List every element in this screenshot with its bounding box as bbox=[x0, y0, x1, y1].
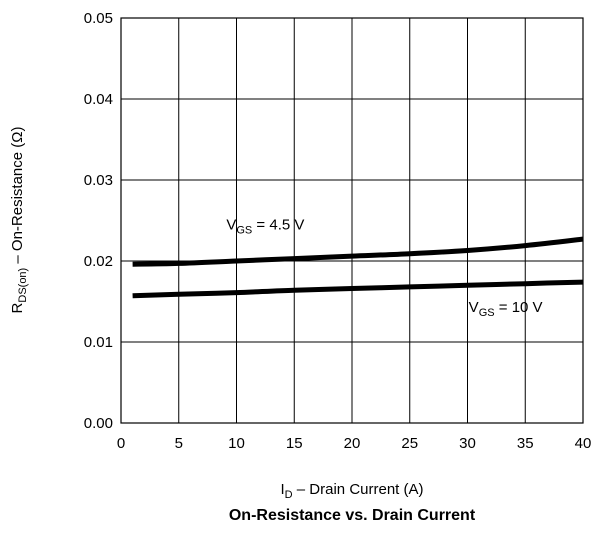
x-tick-label: 10 bbox=[228, 435, 245, 452]
plot-frame bbox=[120, 17, 584, 424]
x-axis-title-rest: – Drain Current (A) bbox=[293, 481, 424, 498]
x-tick-label: 20 bbox=[344, 435, 361, 452]
x-tick-label: 15 bbox=[286, 435, 303, 452]
y-tick-label: 0.04 bbox=[84, 91, 113, 108]
series-annotation-2: VGS = 10 V bbox=[469, 299, 543, 319]
series-layer bbox=[132, 236, 584, 299]
y-axis-title: RDS(on) – On-Resistance (Ω) bbox=[9, 127, 29, 314]
x-axis-title: ID – Drain Current (A) bbox=[281, 481, 424, 501]
x-axis-title-sub: D bbox=[285, 489, 293, 501]
series-annotation-1: VGS = 4.5 V bbox=[226, 216, 304, 236]
y-axis-title-rest: – On-Resistance (Ω) bbox=[9, 127, 26, 268]
y-tick-label: 0.01 bbox=[84, 334, 113, 351]
y-tick-label: 0.05 bbox=[84, 10, 113, 27]
y-tick-label: 0.02 bbox=[84, 253, 113, 270]
chart-title: On-Resistance vs. Drain Current bbox=[229, 507, 476, 524]
x-axis-title-main: I bbox=[281, 481, 285, 498]
x-tick-label: 25 bbox=[401, 435, 418, 452]
x-tick-label: 40 bbox=[575, 435, 592, 452]
annotations: VGS = 4.5 V VGS = 10 V bbox=[226, 216, 542, 319]
y-ticks: 0.00 0.01 0.02 0.03 0.04 0.05 bbox=[84, 10, 113, 432]
series-line-1 bbox=[132, 236, 584, 267]
y-axis-title-sub: DS(on) bbox=[17, 268, 29, 303]
grid bbox=[121, 18, 583, 423]
y-tick-label: 0.03 bbox=[84, 172, 113, 189]
y-axis-title-main: R bbox=[9, 302, 26, 313]
x-tick-label: 0 bbox=[117, 435, 125, 452]
y-tick-label: 0.00 bbox=[84, 415, 113, 432]
x-tick-label: 5 bbox=[175, 435, 183, 452]
series-line-2 bbox=[132, 279, 584, 299]
x-ticks: 0 5 10 15 20 25 30 35 40 bbox=[117, 435, 592, 452]
x-tick-label: 30 bbox=[459, 435, 476, 452]
x-tick-label: 35 bbox=[517, 435, 534, 452]
